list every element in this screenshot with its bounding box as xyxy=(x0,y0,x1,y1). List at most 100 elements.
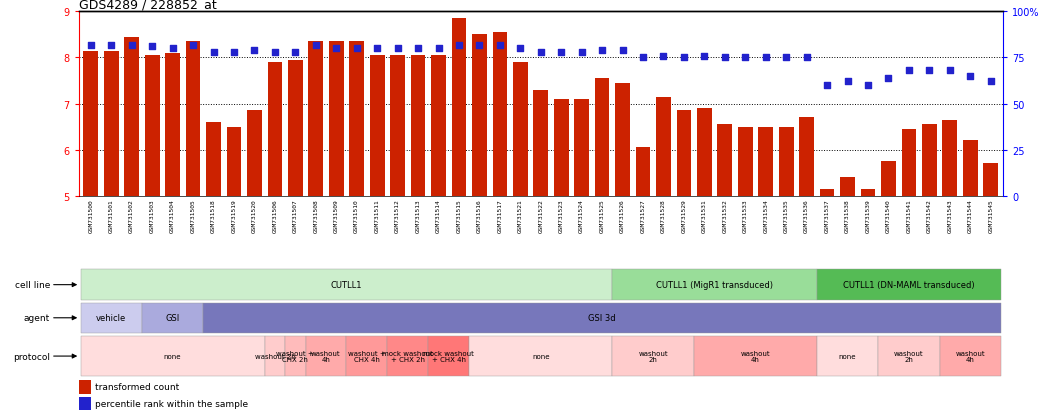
Point xyxy=(491,42,508,49)
Point xyxy=(675,55,692,62)
Bar xyxy=(410,56,425,196)
Text: cell line: cell line xyxy=(15,280,50,290)
Bar xyxy=(347,336,387,376)
Text: none: none xyxy=(532,353,550,359)
Text: GSM731523: GSM731523 xyxy=(559,198,563,232)
Point xyxy=(512,46,529,52)
Bar xyxy=(206,123,221,196)
Text: GSM731516: GSM731516 xyxy=(477,198,482,232)
Point xyxy=(921,68,938,74)
Bar xyxy=(878,336,939,376)
Bar xyxy=(203,303,1001,333)
Bar xyxy=(226,127,242,196)
Point xyxy=(594,47,610,54)
Text: GSM731508: GSM731508 xyxy=(313,198,318,232)
Text: GSM731524: GSM731524 xyxy=(579,198,584,232)
Bar xyxy=(882,162,896,196)
Point xyxy=(982,79,999,85)
Bar xyxy=(309,42,324,196)
Bar xyxy=(636,148,650,196)
Text: GSM731506: GSM731506 xyxy=(272,198,277,232)
Text: GSM731541: GSM731541 xyxy=(907,198,912,232)
Bar xyxy=(817,270,1001,300)
Point xyxy=(941,68,958,74)
Text: agent: agent xyxy=(24,313,50,323)
Point xyxy=(143,44,160,51)
Text: GSM731515: GSM731515 xyxy=(456,198,462,232)
Bar xyxy=(79,380,90,394)
Point xyxy=(83,42,99,49)
Text: protocol: protocol xyxy=(13,352,50,361)
Text: GSM731519: GSM731519 xyxy=(231,198,237,232)
Bar xyxy=(104,52,118,196)
Bar xyxy=(472,36,487,196)
Point xyxy=(737,55,754,62)
Text: GSM731509: GSM731509 xyxy=(334,198,339,232)
Text: GSM731511: GSM731511 xyxy=(375,198,380,232)
Point xyxy=(164,46,181,52)
Text: GSM731536: GSM731536 xyxy=(804,198,809,232)
Bar xyxy=(350,42,364,196)
Point xyxy=(471,42,488,49)
Text: GSM731525: GSM731525 xyxy=(600,198,604,232)
Point xyxy=(409,46,426,52)
Bar xyxy=(758,127,773,196)
Text: GSM731518: GSM731518 xyxy=(211,198,216,232)
Text: washout 2h: washout 2h xyxy=(254,353,295,359)
Text: GSM731503: GSM731503 xyxy=(150,198,155,232)
Point xyxy=(696,53,713,60)
Bar xyxy=(165,54,180,196)
Text: GSM731513: GSM731513 xyxy=(416,198,421,232)
Bar xyxy=(81,303,142,333)
Text: GSM731512: GSM731512 xyxy=(395,198,400,232)
Bar xyxy=(901,130,916,196)
Point xyxy=(840,79,856,85)
Bar xyxy=(268,63,283,196)
Bar xyxy=(431,56,446,196)
Point xyxy=(246,47,263,54)
Text: GSM731540: GSM731540 xyxy=(886,198,891,232)
Bar xyxy=(717,125,732,196)
Bar xyxy=(939,336,1001,376)
Bar xyxy=(428,336,469,376)
Text: GSM731504: GSM731504 xyxy=(170,198,175,232)
Text: GSM731502: GSM731502 xyxy=(129,198,134,232)
Text: none: none xyxy=(164,353,181,359)
Point xyxy=(389,46,406,52)
Point xyxy=(349,46,365,52)
Point xyxy=(532,50,549,56)
Text: GSM731526: GSM731526 xyxy=(620,198,625,232)
Text: washout
2h: washout 2h xyxy=(894,350,923,363)
Text: GSM731529: GSM731529 xyxy=(682,198,687,232)
Point xyxy=(308,42,325,49)
Text: GSM731542: GSM731542 xyxy=(927,198,932,232)
Text: transformed count: transformed count xyxy=(95,382,179,392)
Bar xyxy=(817,336,878,376)
Bar xyxy=(513,63,528,196)
Bar xyxy=(533,90,549,196)
Bar xyxy=(81,270,612,300)
Text: GSM731500: GSM731500 xyxy=(88,198,93,232)
Bar xyxy=(125,38,139,196)
Point xyxy=(553,50,570,56)
Text: GSM731531: GSM731531 xyxy=(701,198,707,232)
Text: GSM731533: GSM731533 xyxy=(742,198,748,232)
Bar xyxy=(469,336,612,376)
Bar xyxy=(492,33,507,196)
Bar xyxy=(306,336,347,376)
Bar xyxy=(656,97,671,196)
Bar xyxy=(694,336,817,376)
Bar xyxy=(370,56,384,196)
Point xyxy=(962,74,979,80)
Bar xyxy=(922,125,937,196)
Point xyxy=(778,55,795,62)
Text: percentile rank within the sample: percentile rank within the sample xyxy=(95,399,248,408)
Bar xyxy=(144,56,159,196)
Bar xyxy=(575,100,589,196)
Point xyxy=(103,42,119,49)
Point xyxy=(574,50,591,56)
Bar xyxy=(79,397,90,410)
Point xyxy=(615,47,631,54)
Bar xyxy=(451,19,466,196)
Text: GSM731537: GSM731537 xyxy=(825,198,829,232)
